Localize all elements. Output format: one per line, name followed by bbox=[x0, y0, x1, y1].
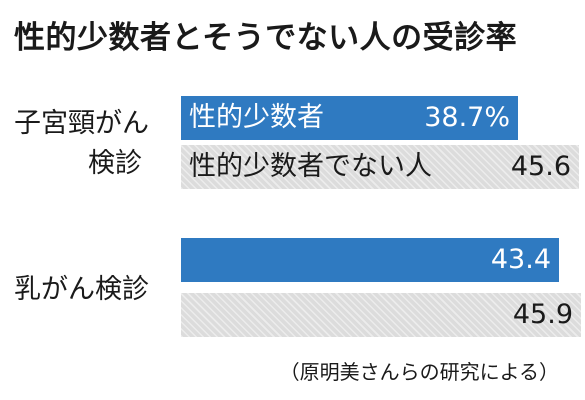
bar-non-lgbtq-cervical bbox=[181, 145, 579, 189]
category-label-breast: 乳がん検診 bbox=[14, 274, 149, 305]
category-label-cervical-line1: 子宮頸がん bbox=[14, 108, 149, 139]
bar-lgbtq-breast bbox=[181, 238, 559, 282]
source-note: （原明美さんらの研究による） bbox=[279, 360, 559, 384]
chart-title: 性的少数者とそうでない人の受診率 bbox=[14, 20, 518, 56]
value-label-non-lgbtq-cervical: 45.6 bbox=[510, 151, 571, 182]
value-label-lgbtq-breast: 43.4 bbox=[490, 244, 551, 275]
bar-lgbtq-cervical bbox=[181, 96, 518, 140]
value-label-lgbtq-cervical: 38.7% bbox=[424, 102, 510, 133]
series-label-lgbtq: 性的少数者 bbox=[189, 102, 324, 133]
bar-non-lgbtq-breast bbox=[181, 293, 581, 337]
category-label-cervical-line2: 検診 bbox=[88, 148, 142, 179]
value-label-non-lgbtq-breast: 45.9 bbox=[512, 299, 573, 330]
series-label-non-lgbtq: 性的少数者でない人 bbox=[189, 151, 432, 182]
